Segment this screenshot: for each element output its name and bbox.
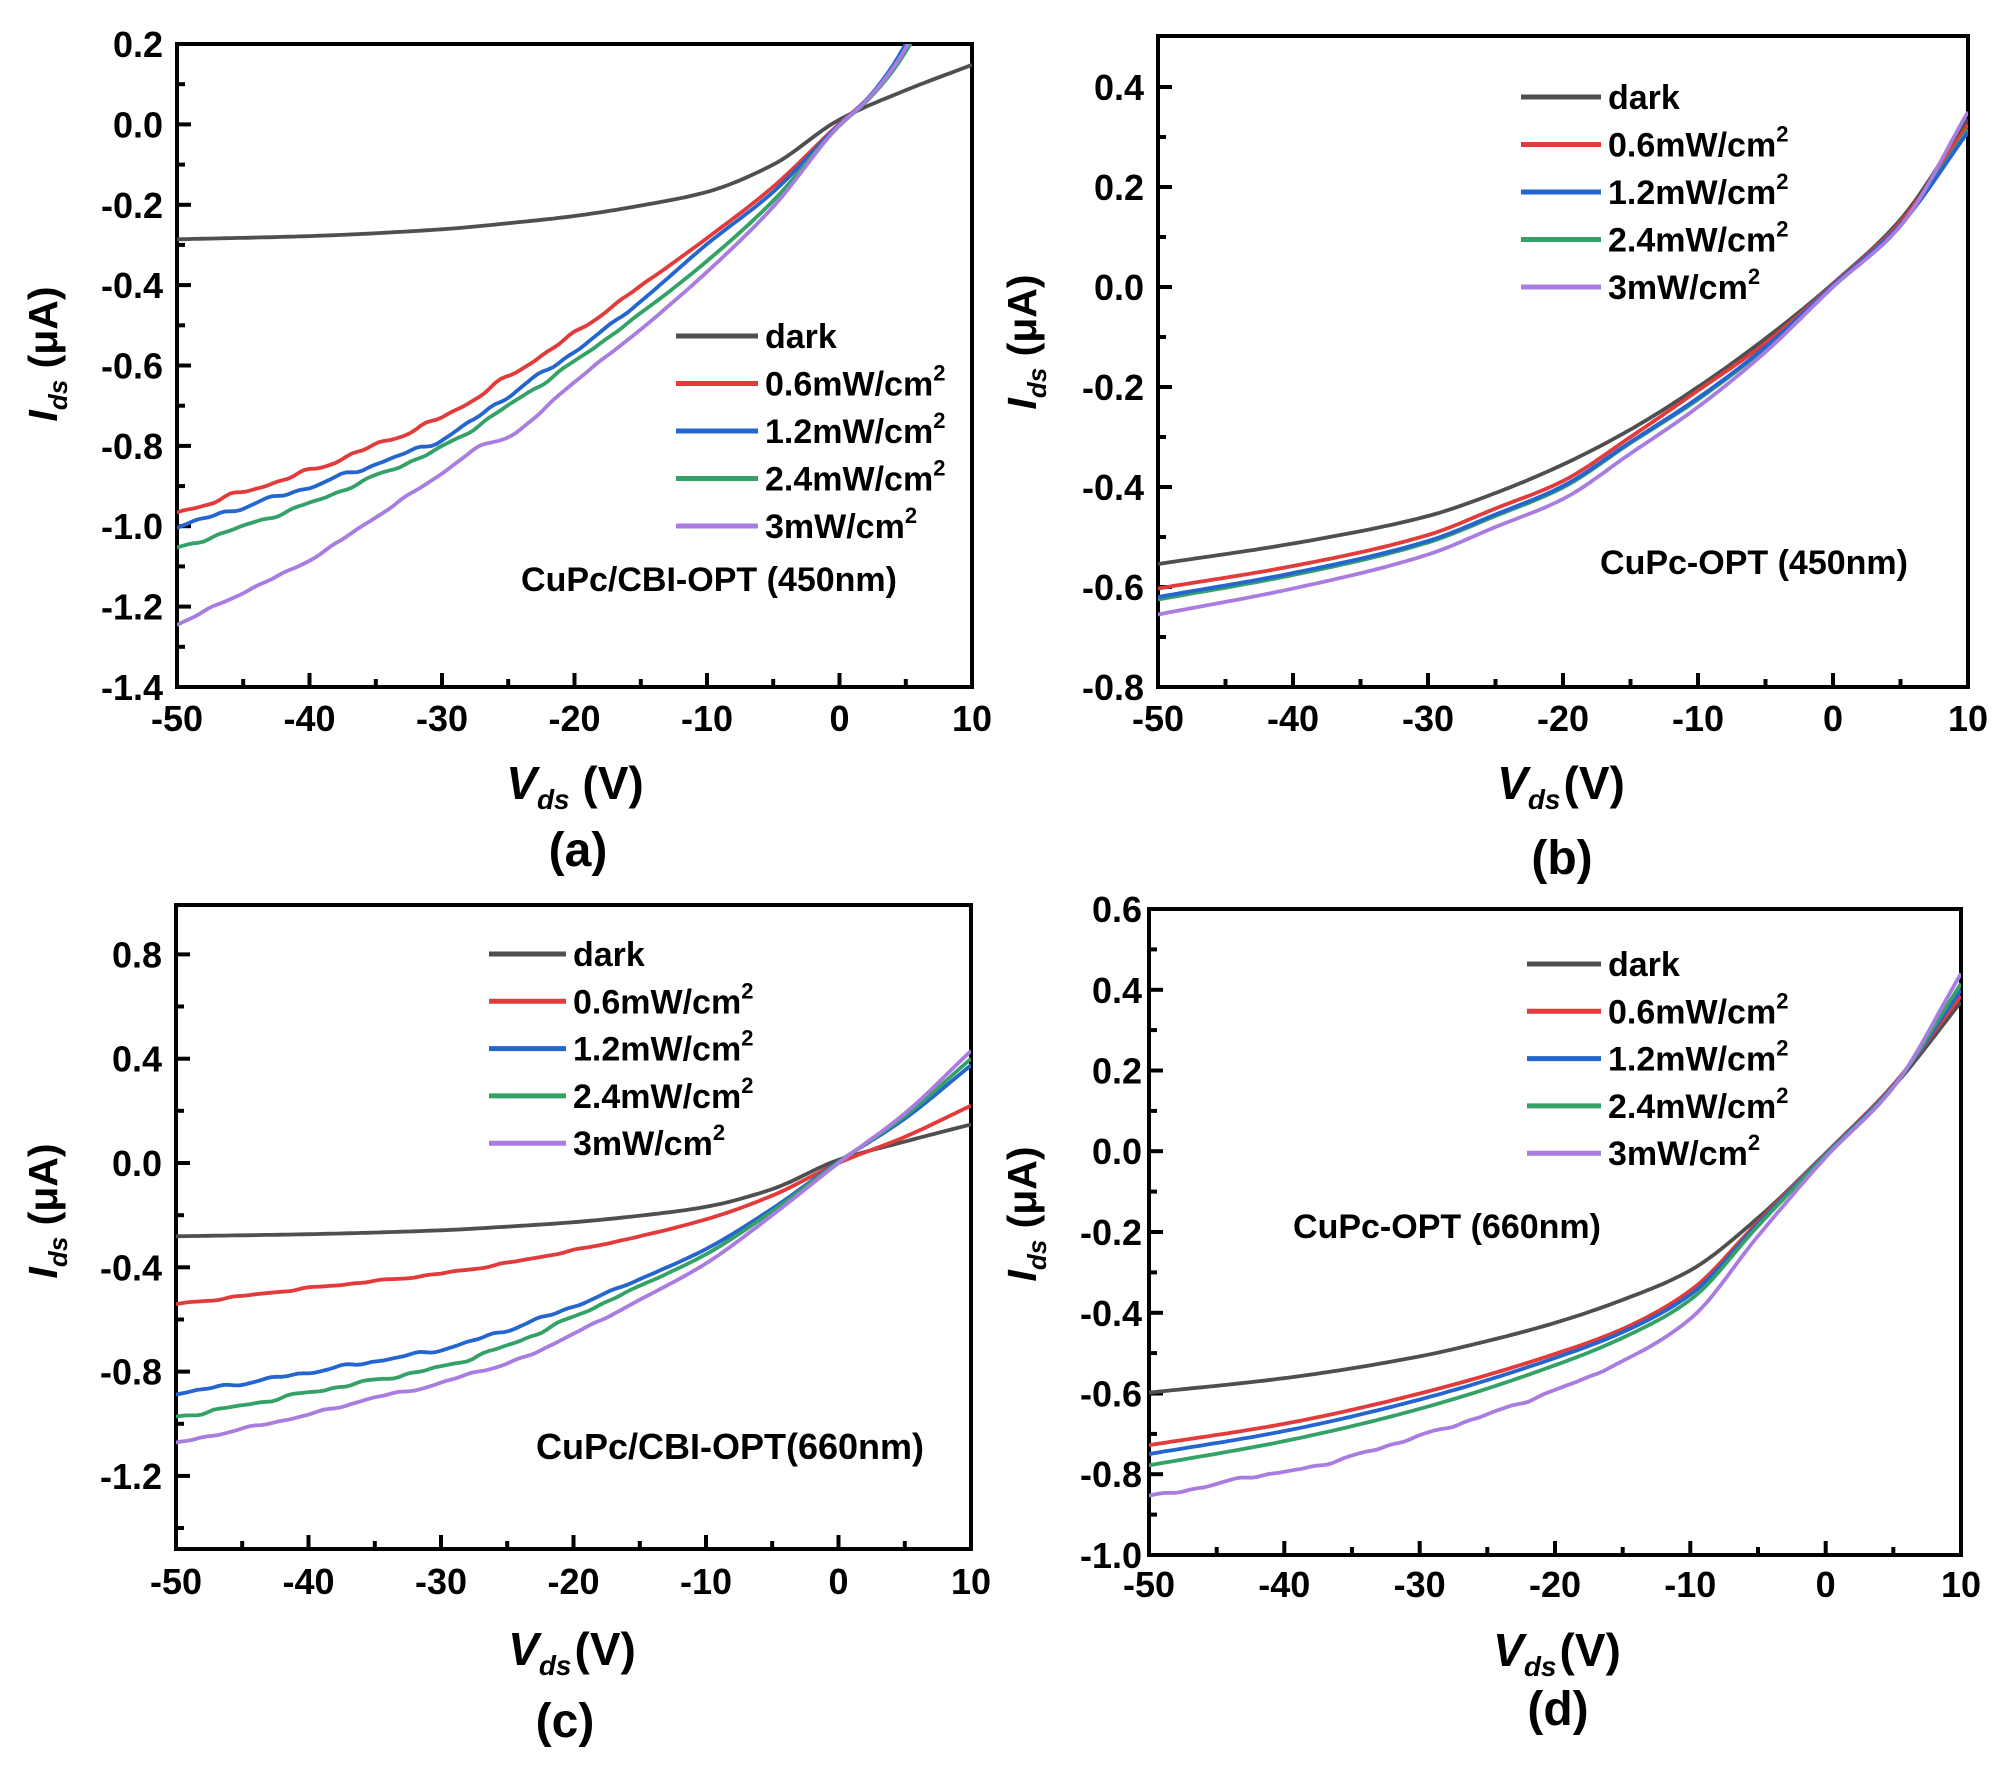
svg-text:0.6: 0.6 xyxy=(1092,889,1142,930)
svg-text:0.0: 0.0 xyxy=(113,104,163,145)
svg-text:-40: -40 xyxy=(1267,698,1319,739)
svg-text:1.2mW/cm2: 1.2mW/cm2 xyxy=(1608,169,1788,212)
svg-text:-0.8: -0.8 xyxy=(1082,667,1144,708)
svg-text:-0.2: -0.2 xyxy=(1082,367,1144,408)
svg-text:Vds(V): Vds(V) xyxy=(1497,757,1625,815)
svg-text:Ids (μA): Ids (μA) xyxy=(20,286,73,421)
svg-text:10: 10 xyxy=(952,698,992,739)
svg-text:0.6mW/cm2: 0.6mW/cm2 xyxy=(1608,988,1788,1031)
svg-text:Vds (V): Vds (V) xyxy=(506,757,643,815)
svg-text:-0.8: -0.8 xyxy=(1080,1454,1142,1495)
svg-text:Vds(V): Vds(V) xyxy=(1493,1624,1621,1682)
svg-text:-20: -20 xyxy=(547,1561,599,1602)
svg-text:0.0: 0.0 xyxy=(1094,267,1144,308)
svg-text:0: 0 xyxy=(1823,698,1843,739)
svg-text:-1.2: -1.2 xyxy=(101,587,163,628)
svg-text:CuPc-OPT (450nm): CuPc-OPT (450nm) xyxy=(1600,544,1908,582)
svg-text:-40: -40 xyxy=(283,698,335,739)
svg-text:-10: -10 xyxy=(681,698,733,739)
svg-text:-0.2: -0.2 xyxy=(1080,1212,1142,1253)
svg-text:2.4mW/cm2: 2.4mW/cm2 xyxy=(573,1073,753,1116)
svg-text:0.4: 0.4 xyxy=(1094,67,1144,108)
svg-text:-1.0: -1.0 xyxy=(101,506,163,547)
svg-text:0.6mW/cm2: 0.6mW/cm2 xyxy=(1608,122,1788,165)
svg-text:0: 0 xyxy=(829,698,849,739)
svg-text:(a): (a) xyxy=(549,824,608,877)
svg-text:0.6mW/cm2: 0.6mW/cm2 xyxy=(573,978,753,1021)
svg-text:1.2mW/cm2: 1.2mW/cm2 xyxy=(1608,1036,1788,1079)
svg-text:10: 10 xyxy=(951,1561,991,1602)
svg-text:-10: -10 xyxy=(1672,698,1724,739)
svg-text:-50: -50 xyxy=(151,698,203,739)
svg-text:Ids (μA): Ids (μA) xyxy=(999,274,1052,409)
svg-text:Ids (μA): Ids (μA) xyxy=(20,1143,73,1278)
svg-text:2.4mW/cm2: 2.4mW/cm2 xyxy=(765,456,945,499)
svg-text:3mW/cm2: 3mW/cm2 xyxy=(1608,264,1760,307)
svg-text:-20: -20 xyxy=(1537,698,1589,739)
svg-text:2.4mW/cm2: 2.4mW/cm2 xyxy=(1608,1083,1788,1126)
svg-text:CuPc-OPT (660nm): CuPc-OPT (660nm) xyxy=(1293,1208,1601,1246)
svg-text:3mW/cm2: 3mW/cm2 xyxy=(573,1120,725,1163)
svg-text:-1.4: -1.4 xyxy=(101,667,163,708)
svg-text:-40: -40 xyxy=(282,1561,334,1602)
svg-text:-0.6: -0.6 xyxy=(101,346,163,387)
svg-text:CuPc/CBI-OPT (450nm): CuPc/CBI-OPT (450nm) xyxy=(521,561,897,599)
svg-text:(d): (d) xyxy=(1527,1683,1588,1736)
svg-text:-40: -40 xyxy=(1258,1564,1310,1605)
svg-text:dark: dark xyxy=(573,936,645,974)
svg-text:0.2: 0.2 xyxy=(113,24,163,65)
svg-text:dark: dark xyxy=(1608,79,1680,117)
svg-text:0.6mW/cm2: 0.6mW/cm2 xyxy=(765,361,945,404)
svg-text:-0.2: -0.2 xyxy=(101,185,163,226)
svg-text:-0.4: -0.4 xyxy=(101,265,163,306)
svg-text:-30: -30 xyxy=(1402,698,1454,739)
svg-text:Vds(V): Vds(V) xyxy=(508,1623,636,1681)
svg-text:(c): (c) xyxy=(536,1695,595,1748)
svg-text:10: 10 xyxy=(1941,1564,1981,1605)
svg-text:-1.0: -1.0 xyxy=(1080,1535,1142,1576)
svg-text:-30: -30 xyxy=(416,698,468,739)
svg-text:0.4: 0.4 xyxy=(112,1039,162,1080)
svg-text:-1.2: -1.2 xyxy=(100,1456,162,1497)
svg-text:(b): (b) xyxy=(1531,832,1592,885)
svg-text:-0.4: -0.4 xyxy=(100,1247,162,1288)
svg-text:-10: -10 xyxy=(680,1561,732,1602)
svg-text:0.8: 0.8 xyxy=(112,934,162,975)
svg-text:-0.6: -0.6 xyxy=(1082,567,1144,608)
svg-text:2.4mW/cm2: 2.4mW/cm2 xyxy=(1608,217,1788,260)
svg-text:-20: -20 xyxy=(1529,1564,1581,1605)
svg-text:3mW/cm2: 3mW/cm2 xyxy=(1608,1130,1760,1173)
svg-text:0.0: 0.0 xyxy=(1092,1131,1142,1172)
svg-text:dark: dark xyxy=(1608,946,1680,984)
svg-text:1.2mW/cm2: 1.2mW/cm2 xyxy=(573,1026,753,1069)
svg-text:-0.8: -0.8 xyxy=(101,426,163,467)
svg-text:-50: -50 xyxy=(1123,1564,1175,1605)
svg-text:-10: -10 xyxy=(1664,1564,1716,1605)
svg-text:1.2mW/cm2: 1.2mW/cm2 xyxy=(765,408,945,451)
svg-text:0: 0 xyxy=(1816,1564,1836,1605)
svg-text:-30: -30 xyxy=(415,1561,467,1602)
svg-text:3mW/cm2: 3mW/cm2 xyxy=(765,503,917,546)
svg-text:0.0: 0.0 xyxy=(112,1143,162,1184)
svg-text:-0.6: -0.6 xyxy=(1080,1374,1142,1415)
svg-text:Ids (μA): Ids (μA) xyxy=(999,1146,1052,1281)
svg-text:CuPc/CBI-OPT(660nm): CuPc/CBI-OPT(660nm) xyxy=(536,1426,924,1467)
svg-text:0.4: 0.4 xyxy=(1092,970,1142,1011)
svg-text:-20: -20 xyxy=(548,698,600,739)
svg-text:0: 0 xyxy=(828,1561,848,1602)
svg-text:0.2: 0.2 xyxy=(1092,1051,1142,1092)
svg-text:-50: -50 xyxy=(150,1561,202,1602)
svg-text:10: 10 xyxy=(1948,698,1988,739)
svg-text:-0.4: -0.4 xyxy=(1080,1293,1142,1334)
svg-text:-0.8: -0.8 xyxy=(100,1352,162,1393)
svg-text:0.2: 0.2 xyxy=(1094,167,1144,208)
svg-text:dark: dark xyxy=(765,318,837,356)
svg-text:-50: -50 xyxy=(1132,698,1184,739)
svg-text:-30: -30 xyxy=(1394,1564,1446,1605)
svg-text:-0.4: -0.4 xyxy=(1082,467,1144,508)
